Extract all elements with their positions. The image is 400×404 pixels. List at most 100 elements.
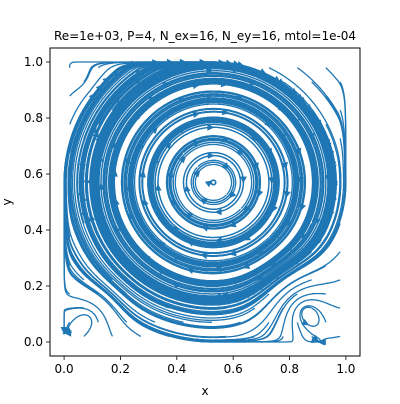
streamline-arrow bbox=[213, 293, 221, 301]
streamline-arrow bbox=[299, 203, 306, 212]
x-tick-label: 0.8 bbox=[280, 362, 299, 376]
streamline-arrow bbox=[148, 96, 156, 104]
streamline-arrow bbox=[95, 134, 102, 143]
streamline-arrow bbox=[182, 61, 190, 68]
y-tick-label: 0.4 bbox=[24, 223, 43, 237]
streamline-arrow bbox=[214, 208, 222, 216]
streamline-arrow bbox=[152, 59, 160, 66]
streamline-arrow bbox=[324, 175, 332, 182]
streamline-arrow bbox=[143, 254, 151, 262]
streamline-arrow bbox=[255, 273, 264, 280]
streamline-arrow bbox=[291, 91, 299, 99]
streamline-arrow bbox=[281, 162, 288, 170]
plot-frame bbox=[49, 47, 361, 357]
streamline-arrow bbox=[277, 78, 285, 86]
streamline-arrow bbox=[113, 197, 120, 206]
streamline-arrow bbox=[211, 60, 220, 68]
streamline-arrow bbox=[271, 204, 278, 213]
streamline-arrow bbox=[271, 272, 279, 280]
streamline-arrow bbox=[329, 164, 337, 172]
streamline-arrow bbox=[228, 277, 237, 285]
streamline-arrow bbox=[201, 225, 209, 232]
streamline-arrow bbox=[233, 295, 241, 302]
streamline-arrow bbox=[210, 299, 218, 306]
streamline-arrow bbox=[166, 58, 174, 66]
streamline-arrow bbox=[110, 243, 117, 252]
streamline-arrow bbox=[243, 204, 251, 213]
streamline-arrow bbox=[79, 158, 86, 166]
streamline-arrow bbox=[87, 176, 94, 184]
streamline-arrow bbox=[113, 72, 121, 80]
streamline-arrow bbox=[220, 80, 229, 88]
streamline-arrow bbox=[186, 211, 194, 220]
x-tick-label: 0.4 bbox=[167, 362, 186, 376]
streamline-arrow bbox=[328, 190, 336, 199]
streamline-arrow bbox=[331, 183, 338, 191]
streamline-arrow bbox=[150, 126, 158, 135]
streamline-arrow bbox=[247, 288, 255, 295]
streamline-arrow bbox=[114, 225, 121, 234]
x-tick-label: 1.0 bbox=[336, 362, 355, 376]
streamline-arrow bbox=[204, 180, 213, 188]
streamline-arrow bbox=[268, 177, 276, 185]
streamline-arrow bbox=[64, 326, 72, 334]
streamline-arrow bbox=[241, 291, 250, 298]
streamline-arrow bbox=[128, 212, 135, 220]
streamline-arrow bbox=[323, 213, 331, 222]
x-tick-label: 0.0 bbox=[55, 362, 74, 376]
streamline-arrow bbox=[143, 226, 151, 234]
streamline-arrow bbox=[256, 247, 265, 255]
x-axis-ticks: 0.0 0.2 0.4 0.6 0.8 1.0 bbox=[55, 356, 355, 376]
streamline-arrow bbox=[142, 198, 149, 206]
streamline-arrow bbox=[298, 97, 306, 105]
streamline-arrow bbox=[81, 207, 89, 215]
streamline-arrow bbox=[256, 189, 264, 198]
streamline-arrow bbox=[310, 336, 319, 344]
streamline-arrow bbox=[272, 75, 281, 83]
streamline-arrow bbox=[166, 170, 174, 178]
streamline-arrow bbox=[178, 97, 187, 104]
streamline-arrow bbox=[263, 277, 271, 285]
streamline-arrow bbox=[186, 267, 194, 274]
streamline-arrow bbox=[154, 183, 162, 191]
streamline-arrow bbox=[312, 189, 319, 197]
streamline-arrow bbox=[94, 202, 102, 211]
streamline-arrow bbox=[255, 283, 263, 291]
streamline-arrow bbox=[186, 240, 195, 247]
streamline-arrow bbox=[220, 60, 228, 67]
streamline-arrow bbox=[200, 197, 208, 205]
streamline-arrow bbox=[192, 140, 201, 147]
streamline-arrow bbox=[214, 265, 222, 272]
streamline-arrow bbox=[79, 194, 87, 202]
streamline-arrow bbox=[327, 158, 335, 167]
arrows-group bbox=[60, 58, 339, 346]
streamline-arrow bbox=[327, 151, 335, 159]
streamline-arrow bbox=[129, 240, 136, 248]
x-axis-label: x bbox=[201, 384, 208, 398]
streamline-arrow bbox=[221, 108, 230, 116]
streamline-arrow bbox=[134, 111, 142, 119]
streamline-arrow bbox=[162, 82, 170, 89]
streamline-arrow bbox=[90, 126, 97, 134]
streamline-arrow bbox=[88, 92, 96, 101]
streamline-arrow bbox=[232, 65, 241, 73]
streamline-arrow bbox=[271, 232, 279, 240]
streamline-arrow bbox=[214, 236, 222, 244]
streamline-arrow bbox=[97, 182, 105, 190]
streamline-arrow bbox=[171, 294, 179, 301]
streamline-arrow bbox=[207, 123, 215, 131]
streamline-arrow bbox=[92, 148, 99, 157]
y-tick-label: 1.0 bbox=[24, 55, 43, 69]
streamline-arrow bbox=[171, 226, 180, 234]
streamline-arrow bbox=[137, 141, 144, 150]
streamline-arrow bbox=[295, 93, 303, 102]
streamline-arrow bbox=[330, 197, 337, 205]
streamline-arrow bbox=[192, 111, 201, 118]
streamline-arrow bbox=[118, 250, 125, 259]
streamline-arrow bbox=[229, 249, 237, 257]
streamline-arrow bbox=[257, 218, 265, 227]
streamline-arrow bbox=[95, 84, 103, 92]
streamline-arrow bbox=[221, 136, 230, 143]
streamline-arrow bbox=[315, 121, 322, 130]
